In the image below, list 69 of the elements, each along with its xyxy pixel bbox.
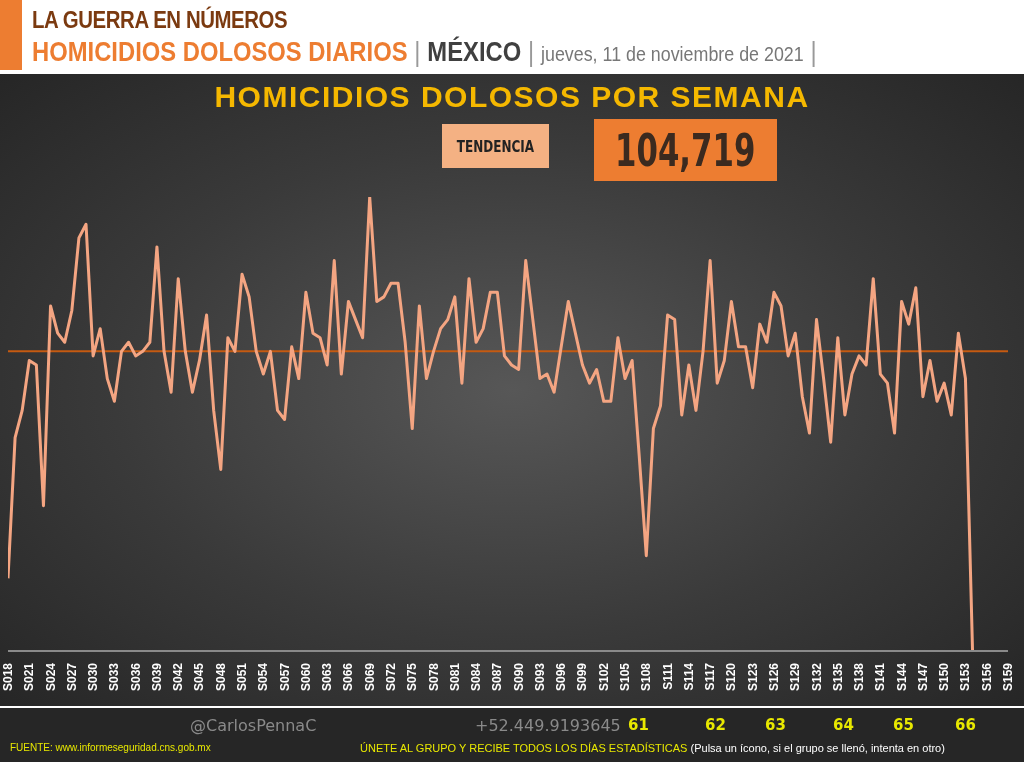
text: TENDENCIA [456,136,535,156]
text: 61 [628,716,649,734]
text: 62 [705,716,726,734]
text: HOMICIDIOS DOLOSOS DIARIOS [32,36,408,68]
x-tick-label: S153 [958,662,973,692]
x-tick-label: S027 [64,662,79,692]
text: 63 [765,716,786,734]
x-tick-label: S081 [447,662,462,692]
x-tick-label: S051 [235,662,250,692]
x-tick-label: S042 [171,662,186,692]
x-tick-label: S066 [341,662,356,692]
x-tick-label: S024 [43,662,58,692]
x-tick-label: S144 [894,662,909,692]
x-tick-label: S090 [511,662,526,692]
x-tick-label: S159 [1001,662,1015,692]
text: ÚNETE AL GRUPO Y RECIBE TODOS LOS DÍAS ESTADÍSTICAS [360,742,688,754]
text: jueves, 11 de noviembre de 2021 [541,42,804,66]
text: | [528,36,535,68]
x-tick-label: S030 [86,662,101,692]
x-tick-label: S105 [618,662,633,692]
x-tick-label: S018 [1,662,15,692]
x-tick-label: S099 [575,662,590,692]
x-tick-label: S075 [405,662,420,692]
x-tick-label: S126 [766,662,781,692]
x-tick-label: S039 [149,662,164,692]
text: 64 [833,716,854,734]
text: +52.449.9193645 [475,716,621,735]
text: 66 [955,716,976,734]
text: | [810,36,817,68]
x-tick-label: S078 [426,662,441,692]
x-tick-label: S072 [383,662,398,692]
x-tick-label: S069 [362,662,377,692]
x-tick-label: S141 [873,662,888,692]
x-tick-label: S132 [809,662,824,692]
x-tick-label: S036 [128,662,143,692]
text: @CarlosPennaC [190,716,317,735]
x-tick-label: S120 [724,662,739,692]
x-tick-label: S111 [660,662,675,690]
x-tick-label: S114 [681,662,696,691]
text: | [414,36,421,68]
x-tick-label: S060 [298,662,313,692]
x-tick-label: S054 [256,662,271,692]
x-tick-label: S138 [852,662,867,692]
x-tick-label: S021 [22,662,37,692]
x-tick-label: S117 [703,662,718,691]
chart-title: HOMICIDIOS DOLOSOS POR SEMANA [213,80,811,114]
x-tick-label: S033 [107,662,122,692]
x-tick-label: S093 [532,662,547,692]
x-tick-label: S156 [979,662,994,692]
x-tick-label: S129 [788,662,803,692]
x-tick-label: S150 [937,662,952,692]
x-tick-label: S087 [490,662,505,692]
x-tick-label: S135 [830,662,845,692]
text: 104,719 [615,124,756,176]
x-tick-label: S045 [192,662,207,692]
x-tick-label: S147 [915,662,930,692]
text: (Pulsa un ícono, si el grupo se llenó, intenta en otro) [690,742,945,754]
x-tick-label: S096 [554,662,569,692]
text: MÉXICO [427,36,522,68]
x-tick-label: S108 [639,662,654,692]
x-tick-label: S063 [320,662,335,692]
x-tick-label: S102 [596,662,611,692]
text: LA GUERRA EN NÚMEROS [32,6,288,34]
text: 65 [893,716,914,734]
x-tick-label: S123 [745,662,760,692]
x-tick-label: S057 [277,662,292,692]
source-note: FUENTE: www.informeseguridad.cns.gob.mx [10,742,211,753]
x-tick-label: S084 [469,662,484,692]
x-tick-label: S048 [213,662,228,692]
